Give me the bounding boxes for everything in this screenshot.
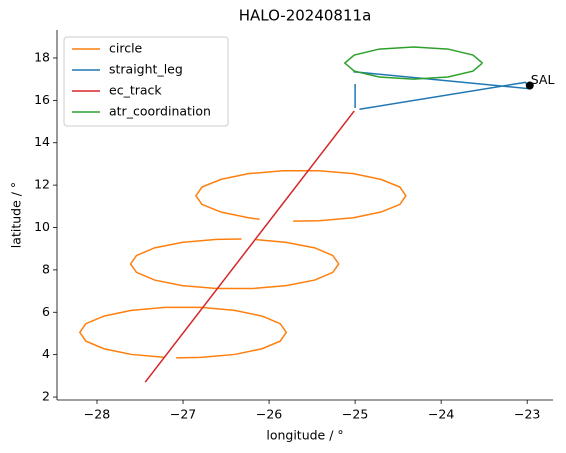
y-tick-label: 14 — [34, 134, 50, 149]
x-tick-label: −24 — [428, 407, 454, 422]
series-line — [78, 169, 407, 359]
series-line — [144, 110, 355, 383]
y-tick-label: 2 — [42, 389, 50, 404]
y-tick-label: 12 — [34, 177, 50, 192]
y-tick-label: 16 — [34, 92, 50, 107]
y-tick-label: 8 — [42, 261, 50, 276]
series-line — [343, 46, 483, 80]
y-tick-label: 4 — [42, 346, 50, 361]
x-tick-label: −27 — [170, 407, 196, 422]
legend-label: atr_coordination — [109, 104, 211, 119]
annotation-point — [525, 81, 534, 90]
x-tick-label: −25 — [342, 407, 368, 422]
x-tick-label: −23 — [514, 407, 540, 422]
x-tick-label: −26 — [256, 407, 282, 422]
legend-label: ec_track — [109, 83, 162, 98]
y-axis-label: latitude / ° — [9, 182, 24, 248]
annotation-label: SAL — [531, 72, 555, 87]
x-tick-label: −28 — [84, 407, 110, 422]
legend-box — [63, 36, 229, 127]
x-axis-label: longitude / ° — [266, 428, 343, 443]
y-tick-label: 18 — [34, 49, 50, 64]
legend-label: straight_leg — [109, 62, 183, 77]
y-tick-label: 10 — [34, 219, 50, 234]
chart-title: HALO-20240811a — [239, 7, 372, 25]
y-tick-label: 6 — [42, 304, 50, 319]
legend-label: circle — [109, 41, 143, 56]
